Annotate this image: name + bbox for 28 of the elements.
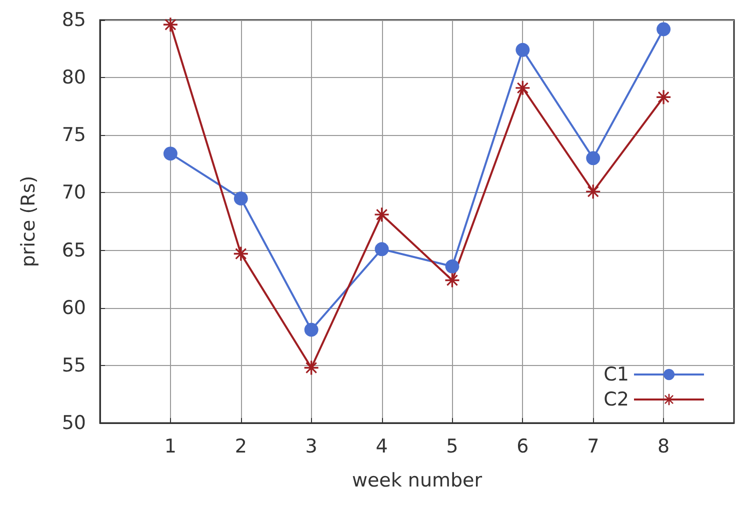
x-tick-label: 3 bbox=[305, 436, 318, 458]
y-tick-label: 60 bbox=[62, 296, 86, 319]
y-tick-label: 65 bbox=[62, 239, 86, 262]
y-tick-label: 70 bbox=[62, 182, 86, 204]
x-tick-label: 8 bbox=[658, 436, 670, 458]
point bbox=[586, 151, 600, 166]
x-tick-label: 4 bbox=[376, 436, 388, 458]
y-tick-label: 50 bbox=[62, 412, 86, 434]
y-tick-label: 85 bbox=[62, 9, 86, 31]
point bbox=[234, 191, 248, 206]
point bbox=[445, 259, 460, 274]
y-tick-label: 55 bbox=[62, 354, 86, 376]
legend-label: C1 bbox=[604, 364, 629, 386]
x-tick-label: 1 bbox=[164, 436, 176, 458]
point bbox=[656, 22, 671, 36]
x-tick-label: 5 bbox=[446, 436, 458, 458]
point bbox=[163, 146, 178, 161]
point bbox=[374, 242, 389, 256]
y-axis-title: price (Rs) bbox=[18, 176, 40, 268]
x-tick-label: 2 bbox=[234, 436, 247, 458]
y-tick-label: 80 bbox=[62, 66, 86, 89]
y-tick-label: 75 bbox=[62, 124, 86, 146]
x-tick-label: 7 bbox=[587, 436, 600, 458]
point bbox=[304, 322, 318, 337]
x-tick-label: 6 bbox=[516, 436, 529, 458]
legend-label: C2 bbox=[604, 388, 629, 410]
x-axis-title: week number bbox=[352, 470, 482, 492]
point bbox=[516, 42, 530, 57]
